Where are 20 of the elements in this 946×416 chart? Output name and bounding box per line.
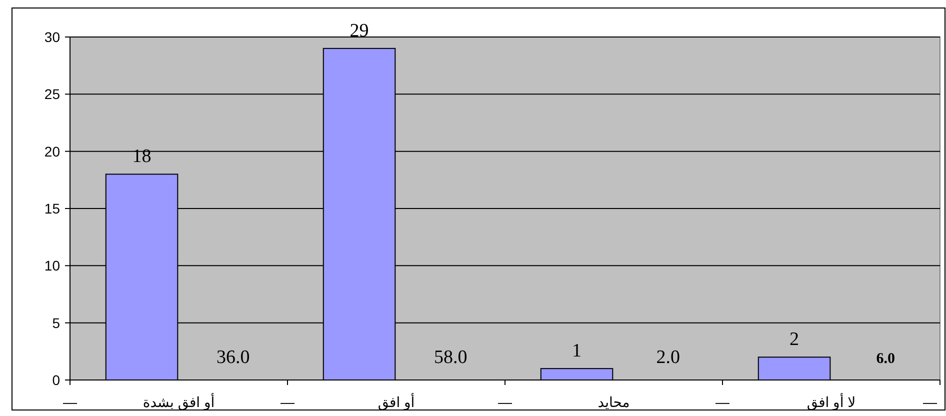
y-tick-label: 20 xyxy=(44,143,60,160)
annotation: 58.0 xyxy=(434,347,468,368)
data-label: 2 xyxy=(790,329,800,350)
data-label: 1 xyxy=(572,340,582,362)
y-tick-label: 10 xyxy=(44,258,60,274)
x-tick-label: محايد xyxy=(598,394,630,410)
text: — xyxy=(498,394,512,410)
y-tick-label: 15 xyxy=(44,200,60,216)
text: — xyxy=(923,394,937,410)
annotation: 6.0 xyxy=(876,351,895,367)
annotation: 2.0 xyxy=(656,347,680,368)
annotation: 36.0 xyxy=(216,347,250,368)
data-label: 29 xyxy=(350,20,369,42)
text: — xyxy=(63,394,77,410)
y-tick-label: 25 xyxy=(44,86,60,102)
y-tick-label: 5 xyxy=(52,314,60,331)
text: — xyxy=(280,394,294,410)
y-tick-label: 0 xyxy=(52,372,60,388)
y-tick-label: 30 xyxy=(44,29,60,45)
text: — xyxy=(716,394,730,410)
